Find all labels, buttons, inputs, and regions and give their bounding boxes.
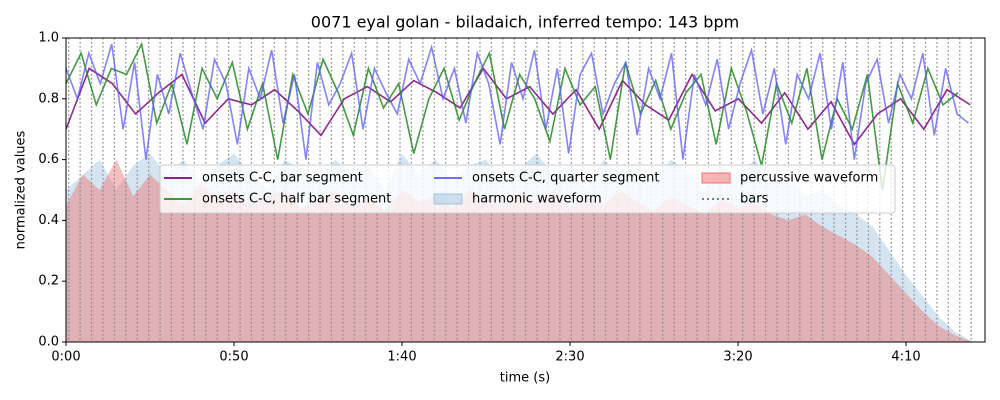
legend-label: harmonic waveform: [472, 192, 602, 207]
x-tick-label: 2:30: [555, 350, 584, 365]
legend-label: bars: [740, 192, 769, 207]
line-series: [66, 43, 970, 160]
chart-title: 0071 eyal golan - biladaich, inferred te…: [311, 13, 739, 32]
y-tick-label: 0.0: [38, 335, 59, 350]
x-tick-label: 0:50: [219, 350, 248, 365]
y-tick-label: 0.6: [38, 152, 59, 167]
x-tick-label: 4:10: [891, 350, 920, 365]
legend-swatch: [433, 193, 463, 205]
line-series: [66, 66, 971, 146]
legend-label: onsets C-C, quarter segment: [472, 171, 659, 186]
axes-frame: [65, 37, 986, 343]
line-series: [66, 41, 959, 191]
y-tick-label: 1.0: [38, 31, 59, 46]
y-tick-label: 0.8: [38, 91, 59, 106]
legend-swatch: [701, 172, 731, 184]
y-tick-label: 0.4: [38, 213, 59, 228]
x-axis-label: time (s): [500, 371, 550, 386]
y-axis-label: normalized values: [14, 130, 29, 249]
x-tick-label: 0:00: [51, 350, 80, 365]
y-tick-label: 0.2: [38, 274, 59, 289]
x-tick-label: 3:20: [723, 350, 752, 365]
legend-label: onsets C-C, bar segment: [202, 171, 363, 186]
x-tick-label: 1:40: [387, 350, 416, 365]
legend-label: percussive waveform: [740, 171, 878, 186]
legend-label: onsets C-C, half bar segment: [202, 192, 391, 207]
